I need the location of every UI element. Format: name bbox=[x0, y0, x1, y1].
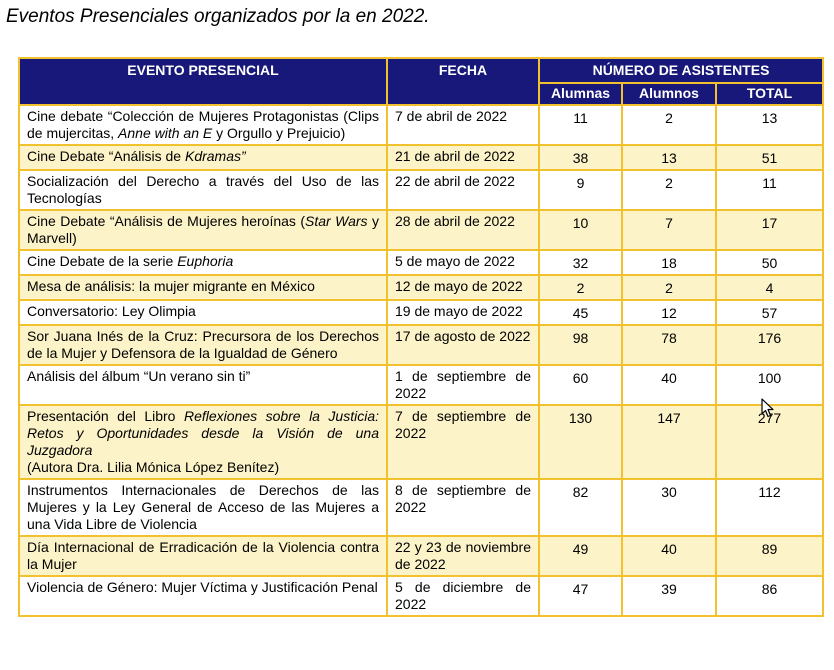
table-row: Día Internacional de Erradicación de la … bbox=[18, 535, 825, 577]
alumnas-cell: 49 bbox=[538, 535, 623, 577]
alumnas-cell: 130 bbox=[538, 404, 623, 480]
total-cell: 13 bbox=[714, 104, 825, 146]
evento-cell: Sor Juana Inés de la Cruz: Precursora de… bbox=[18, 324, 388, 366]
fecha-cell: 5 de diciembre de 2022 bbox=[386, 575, 540, 617]
table-row: Mesa de análisis: la mujer migrante en M… bbox=[18, 274, 825, 301]
alumnas-cell: 2 bbox=[538, 274, 623, 301]
table-row: Socialización del Derecho a través del U… bbox=[18, 169, 825, 211]
fecha-cell: 7 de septiembre de 2022 bbox=[386, 404, 540, 480]
evento-cell: Día Internacional de Erradicación de la … bbox=[18, 535, 388, 577]
evento-cell: Cine Debate “Análisis de Kdramas” bbox=[18, 144, 388, 171]
header-alumnos: Alumnos bbox=[621, 82, 717, 106]
alumnos-cell: 40 bbox=[621, 364, 717, 406]
alumnos-cell: 2 bbox=[621, 274, 717, 301]
table-row: Conversatorio: Ley Olimpia 19 de mayo de … bbox=[18, 299, 825, 326]
header-asistentes: NÚMERO DE ASISTENTES bbox=[537, 57, 825, 84]
alumnas-cell: 38 bbox=[538, 144, 623, 171]
mouse-cursor-icon bbox=[761, 398, 774, 418]
total-cell: 57 bbox=[714, 299, 825, 326]
fecha-cell: 28 de abril de 2022 bbox=[386, 209, 540, 251]
table-caption: Eventos Presenciales organizados por la … bbox=[6, 6, 430, 27]
header-alumnas: Alumnas bbox=[538, 82, 623, 106]
table-row: Cine Debate “Análisis de Mujeres heroína… bbox=[18, 209, 825, 251]
total-cell: 100 bbox=[714, 364, 825, 406]
alumnos-cell: 7 bbox=[621, 209, 717, 251]
alumnos-cell: 18 bbox=[621, 249, 717, 276]
fecha-cell: 22 de abril de 2022 bbox=[386, 169, 540, 211]
fecha-cell: 22 y 23 de noviembre de 2022 bbox=[386, 535, 540, 577]
header-fecha: FECHA bbox=[386, 57, 540, 106]
alumnas-cell: 98 bbox=[538, 324, 623, 366]
evento-cell: Cine debate “Colección de Mujeres Protag… bbox=[18, 104, 388, 146]
table-row: Cine debate “Colección de Mujeres Protag… bbox=[18, 104, 825, 146]
alumnos-cell: 30 bbox=[621, 478, 717, 537]
total-cell: 4 bbox=[714, 274, 825, 301]
alumnas-cell: 47 bbox=[538, 575, 623, 617]
table-row: Análisis del álbum “Un verano sin ti” 1 d… bbox=[18, 364, 825, 406]
events-table: EVENTO PRESENCIAL FECHA NÚMERO DE ASISTE… bbox=[18, 57, 825, 617]
total-cell: 89 bbox=[714, 535, 825, 577]
total-cell: 86 bbox=[714, 575, 825, 617]
evento-cell: Violencia de Género: Mujer Víctima y Jus… bbox=[18, 575, 388, 617]
table-row: Cine Debate de la serie Euphoria 5 de may… bbox=[18, 249, 825, 276]
alumnas-cell: 82 bbox=[538, 478, 623, 537]
alumnos-cell: 39 bbox=[621, 575, 717, 617]
evento-cell: Conversatorio: Ley Olimpia bbox=[18, 299, 388, 326]
fecha-cell: 21 de abril de 2022 bbox=[386, 144, 540, 171]
evento-cell: Presentación del Libro Reflexiones sobre… bbox=[18, 404, 388, 480]
total-cell: 277 bbox=[714, 404, 825, 480]
total-cell: 50 bbox=[714, 249, 825, 276]
fecha-cell: 12 de mayo de 2022 bbox=[386, 274, 540, 301]
alumnas-cell: 60 bbox=[538, 364, 623, 406]
events-table-body: Cine debate “Colección de Mujeres Protag… bbox=[18, 104, 825, 617]
alumnas-cell: 32 bbox=[538, 249, 623, 276]
fecha-cell: 8 de septiembre de 2022 bbox=[386, 478, 540, 537]
fecha-cell: 19 de mayo de 2022 bbox=[386, 299, 540, 326]
fecha-cell: 5 de mayo de 2022 bbox=[386, 249, 540, 276]
evento-cell: Instrumentos Internacionales de Derechos… bbox=[18, 478, 388, 537]
fecha-cell: 17 de agosto de 2022 bbox=[386, 324, 540, 366]
alumnos-cell: 13 bbox=[621, 144, 717, 171]
header-evento: EVENTO PRESENCIAL bbox=[18, 57, 388, 106]
alumnos-cell: 78 bbox=[621, 324, 717, 366]
alumnos-cell: 2 bbox=[621, 104, 717, 146]
alumnas-cell: 10 bbox=[538, 209, 623, 251]
table-row: Instrumentos Internacionales de Derechos… bbox=[18, 478, 825, 537]
total-cell: 176 bbox=[714, 324, 825, 366]
alumnos-cell: 2 bbox=[621, 169, 717, 211]
table-row: Presentación del Libro Reflexiones sobre… bbox=[18, 404, 825, 480]
table-row: Violencia de Género: Mujer Víctima y Jus… bbox=[18, 575, 825, 617]
evento-cell: Análisis del álbum “Un verano sin ti” bbox=[18, 364, 388, 406]
fecha-cell: 1 de septiembre de 2022 bbox=[386, 364, 540, 406]
fecha-cell: 7 de abril de 2022 bbox=[386, 104, 540, 146]
total-cell: 112 bbox=[714, 478, 825, 537]
total-cell: 51 bbox=[714, 144, 825, 171]
total-cell: 17 bbox=[714, 209, 825, 251]
alumnas-cell: 11 bbox=[538, 104, 623, 146]
evento-cell: Cine Debate de la serie Euphoria bbox=[18, 249, 388, 276]
header-total: TOTAL bbox=[714, 82, 825, 106]
alumnos-cell: 147 bbox=[621, 404, 717, 480]
table-row: Cine Debate “Análisis de Kdramas” 21 de a… bbox=[18, 144, 825, 171]
alumnos-cell: 40 bbox=[621, 535, 717, 577]
evento-cell: Cine Debate “Análisis de Mujeres heroína… bbox=[18, 209, 388, 251]
evento-cell: Mesa de análisis: la mujer migrante en M… bbox=[18, 274, 388, 301]
evento-cell: Socialización del Derecho a través del U… bbox=[18, 169, 388, 211]
table-row: Sor Juana Inés de la Cruz: Precursora de… bbox=[18, 324, 825, 366]
alumnas-cell: 45 bbox=[538, 299, 623, 326]
alumnos-cell: 12 bbox=[621, 299, 717, 326]
total-cell: 11 bbox=[714, 169, 825, 211]
alumnas-cell: 9 bbox=[538, 169, 623, 211]
